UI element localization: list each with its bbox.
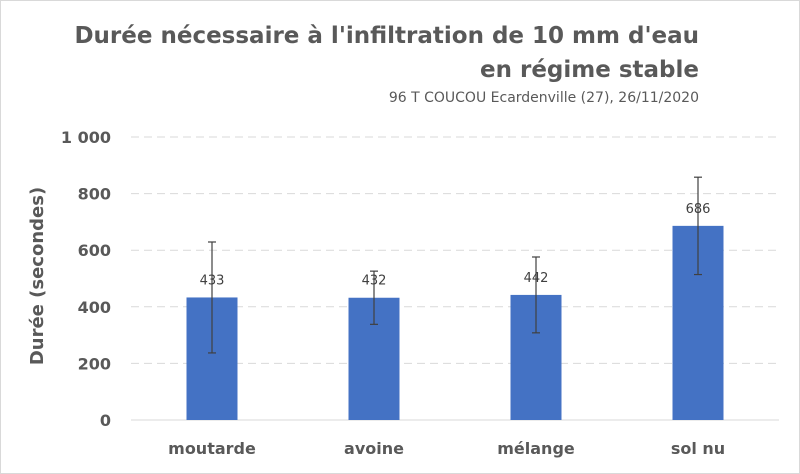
data-label-2: 432	[362, 274, 387, 289]
y-tick-label: 400	[78, 298, 111, 317]
bar-layer	[186, 225, 724, 420]
label-layer: 0 200 400 600 800 1 000 433 moutarde 432 avoine 44…	[61, 128, 725, 458]
error-bar-3	[532, 256, 540, 334]
y-axis-label: Durée (secondes)	[27, 187, 48, 365]
y-tick-label: 0	[100, 411, 111, 430]
category-label-1: moutarde	[168, 439, 256, 458]
data-label-1: 433	[200, 273, 225, 288]
category-label-4: sol nu	[671, 439, 725, 458]
chart-title: Durée nécessaire à l'infiltration de 10 …	[74, 23, 699, 83]
y-tick-label: 600	[78, 241, 111, 260]
error-bar-4	[694, 176, 702, 276]
grid-layer	[131, 136, 779, 421]
error-layer	[208, 176, 702, 354]
y-tick-label: 1 000	[61, 128, 111, 147]
y-tick-label: 800	[78, 185, 111, 204]
category-label-3: mélange	[497, 439, 575, 458]
chart-subtitle: 96 T COUCOU Ecardenville (27), 26/11/202…	[388, 90, 699, 106]
data-label-3: 442	[524, 271, 549, 286]
data-label-4: 686	[686, 202, 711, 217]
error-bar-2	[370, 270, 378, 325]
category-label-2: avoine	[344, 439, 404, 458]
y-tick-label: 200	[78, 354, 111, 373]
error-bar-1	[208, 241, 216, 354]
